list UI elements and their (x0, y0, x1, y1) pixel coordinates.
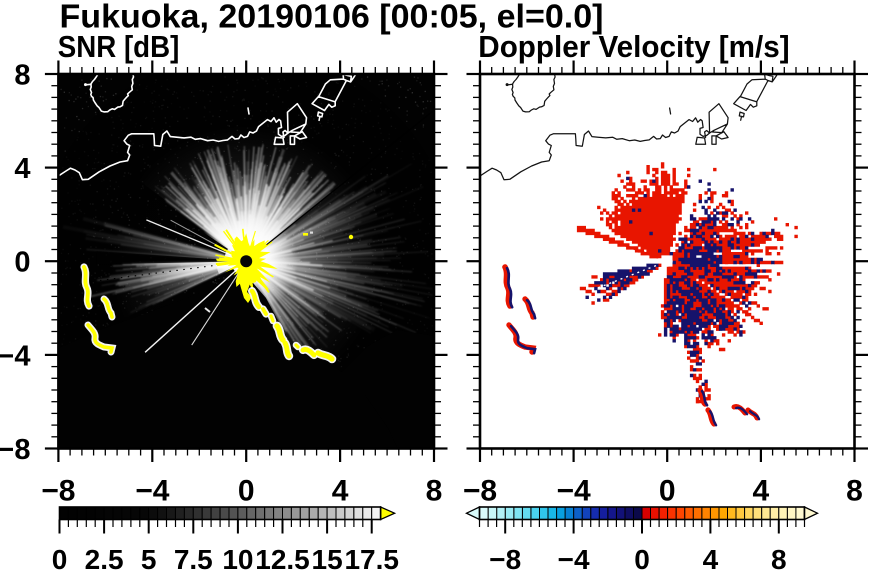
svg-text:8: 8 (14, 59, 30, 91)
svg-text:10: 10 (222, 544, 253, 570)
svg-text:SNR [dB]: SNR [dB] (58, 29, 180, 64)
svg-text:Fukuoka, 20190106 [00:05, el=0: Fukuoka, 20190106 [00:05, el=0.0] (60, 0, 604, 35)
svg-text:0: 0 (238, 475, 255, 508)
svg-text:−4: −4 (556, 475, 591, 508)
svg-text:0: 0 (634, 544, 650, 570)
svg-text:−8: −8 (489, 544, 521, 570)
svg-text:8: 8 (426, 475, 443, 508)
svg-text:4: 4 (14, 153, 30, 185)
svg-text:12.5: 12.5 (255, 544, 310, 570)
svg-text:0: 0 (14, 247, 30, 279)
svg-text:−8: −8 (41, 475, 75, 508)
svg-text:4: 4 (753, 475, 770, 508)
svg-text:4: 4 (332, 475, 349, 508)
svg-text:−4: −4 (0, 340, 31, 372)
svg-text:−8: −8 (463, 475, 497, 508)
svg-text:0: 0 (659, 475, 676, 508)
svg-text:8: 8 (846, 475, 863, 508)
svg-text:17.5: 17.5 (344, 544, 399, 570)
svg-text:5: 5 (141, 544, 157, 570)
svg-text:−8: −8 (0, 434, 31, 466)
svg-text:2.5: 2.5 (85, 544, 124, 570)
svg-text:4: 4 (703, 544, 719, 570)
svg-text:7.5: 7.5 (174, 544, 213, 570)
svg-text:8: 8 (771, 544, 787, 570)
svg-text:15: 15 (312, 544, 343, 570)
svg-text:Doppler Velocity [m/s]: Doppler Velocity [m/s] (478, 29, 789, 64)
svg-text:0: 0 (52, 544, 68, 570)
svg-text:−4: −4 (558, 544, 590, 570)
svg-text:−4: −4 (135, 475, 170, 508)
